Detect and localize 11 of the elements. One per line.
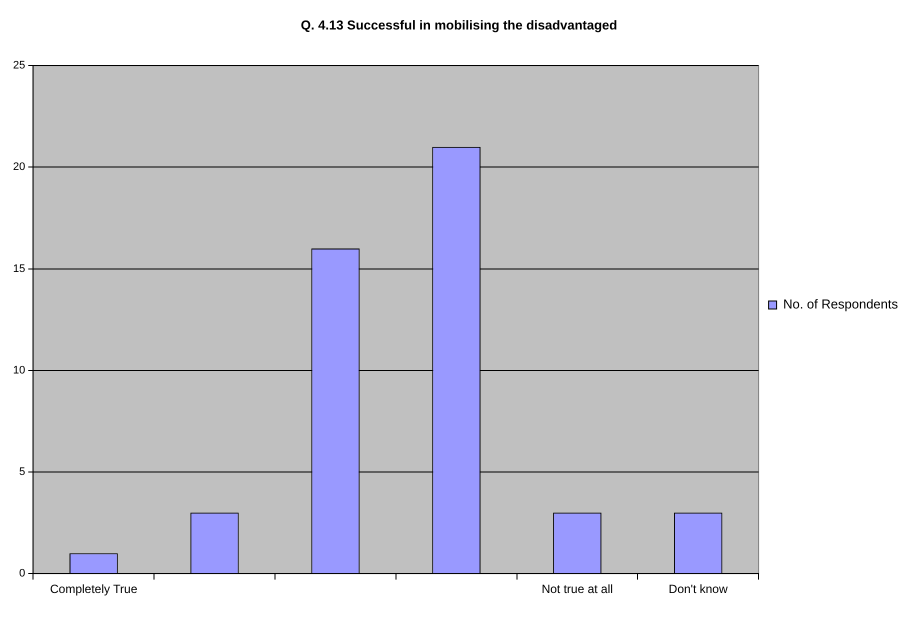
x-tick-label: Completely True — [50, 582, 138, 596]
chart-title: Q. 4.13 Successful in mobilising the disadvantaged — [300, 17, 618, 32]
y-tick-label: 25 — [12, 60, 26, 72]
y-tick-label: 10 — [12, 364, 26, 376]
y-tick-label: 5 — [19, 466, 26, 478]
y-tick-label: 20 — [12, 161, 26, 174]
y-tick-label: 15 — [12, 262, 26, 275]
x-tick-label: Not true at all — [542, 582, 613, 596]
legend-label: No. of Respondents — [783, 296, 898, 312]
x-tick-label: Don't know — [668, 582, 728, 596]
y-tick-label: 0 — [19, 568, 26, 580]
